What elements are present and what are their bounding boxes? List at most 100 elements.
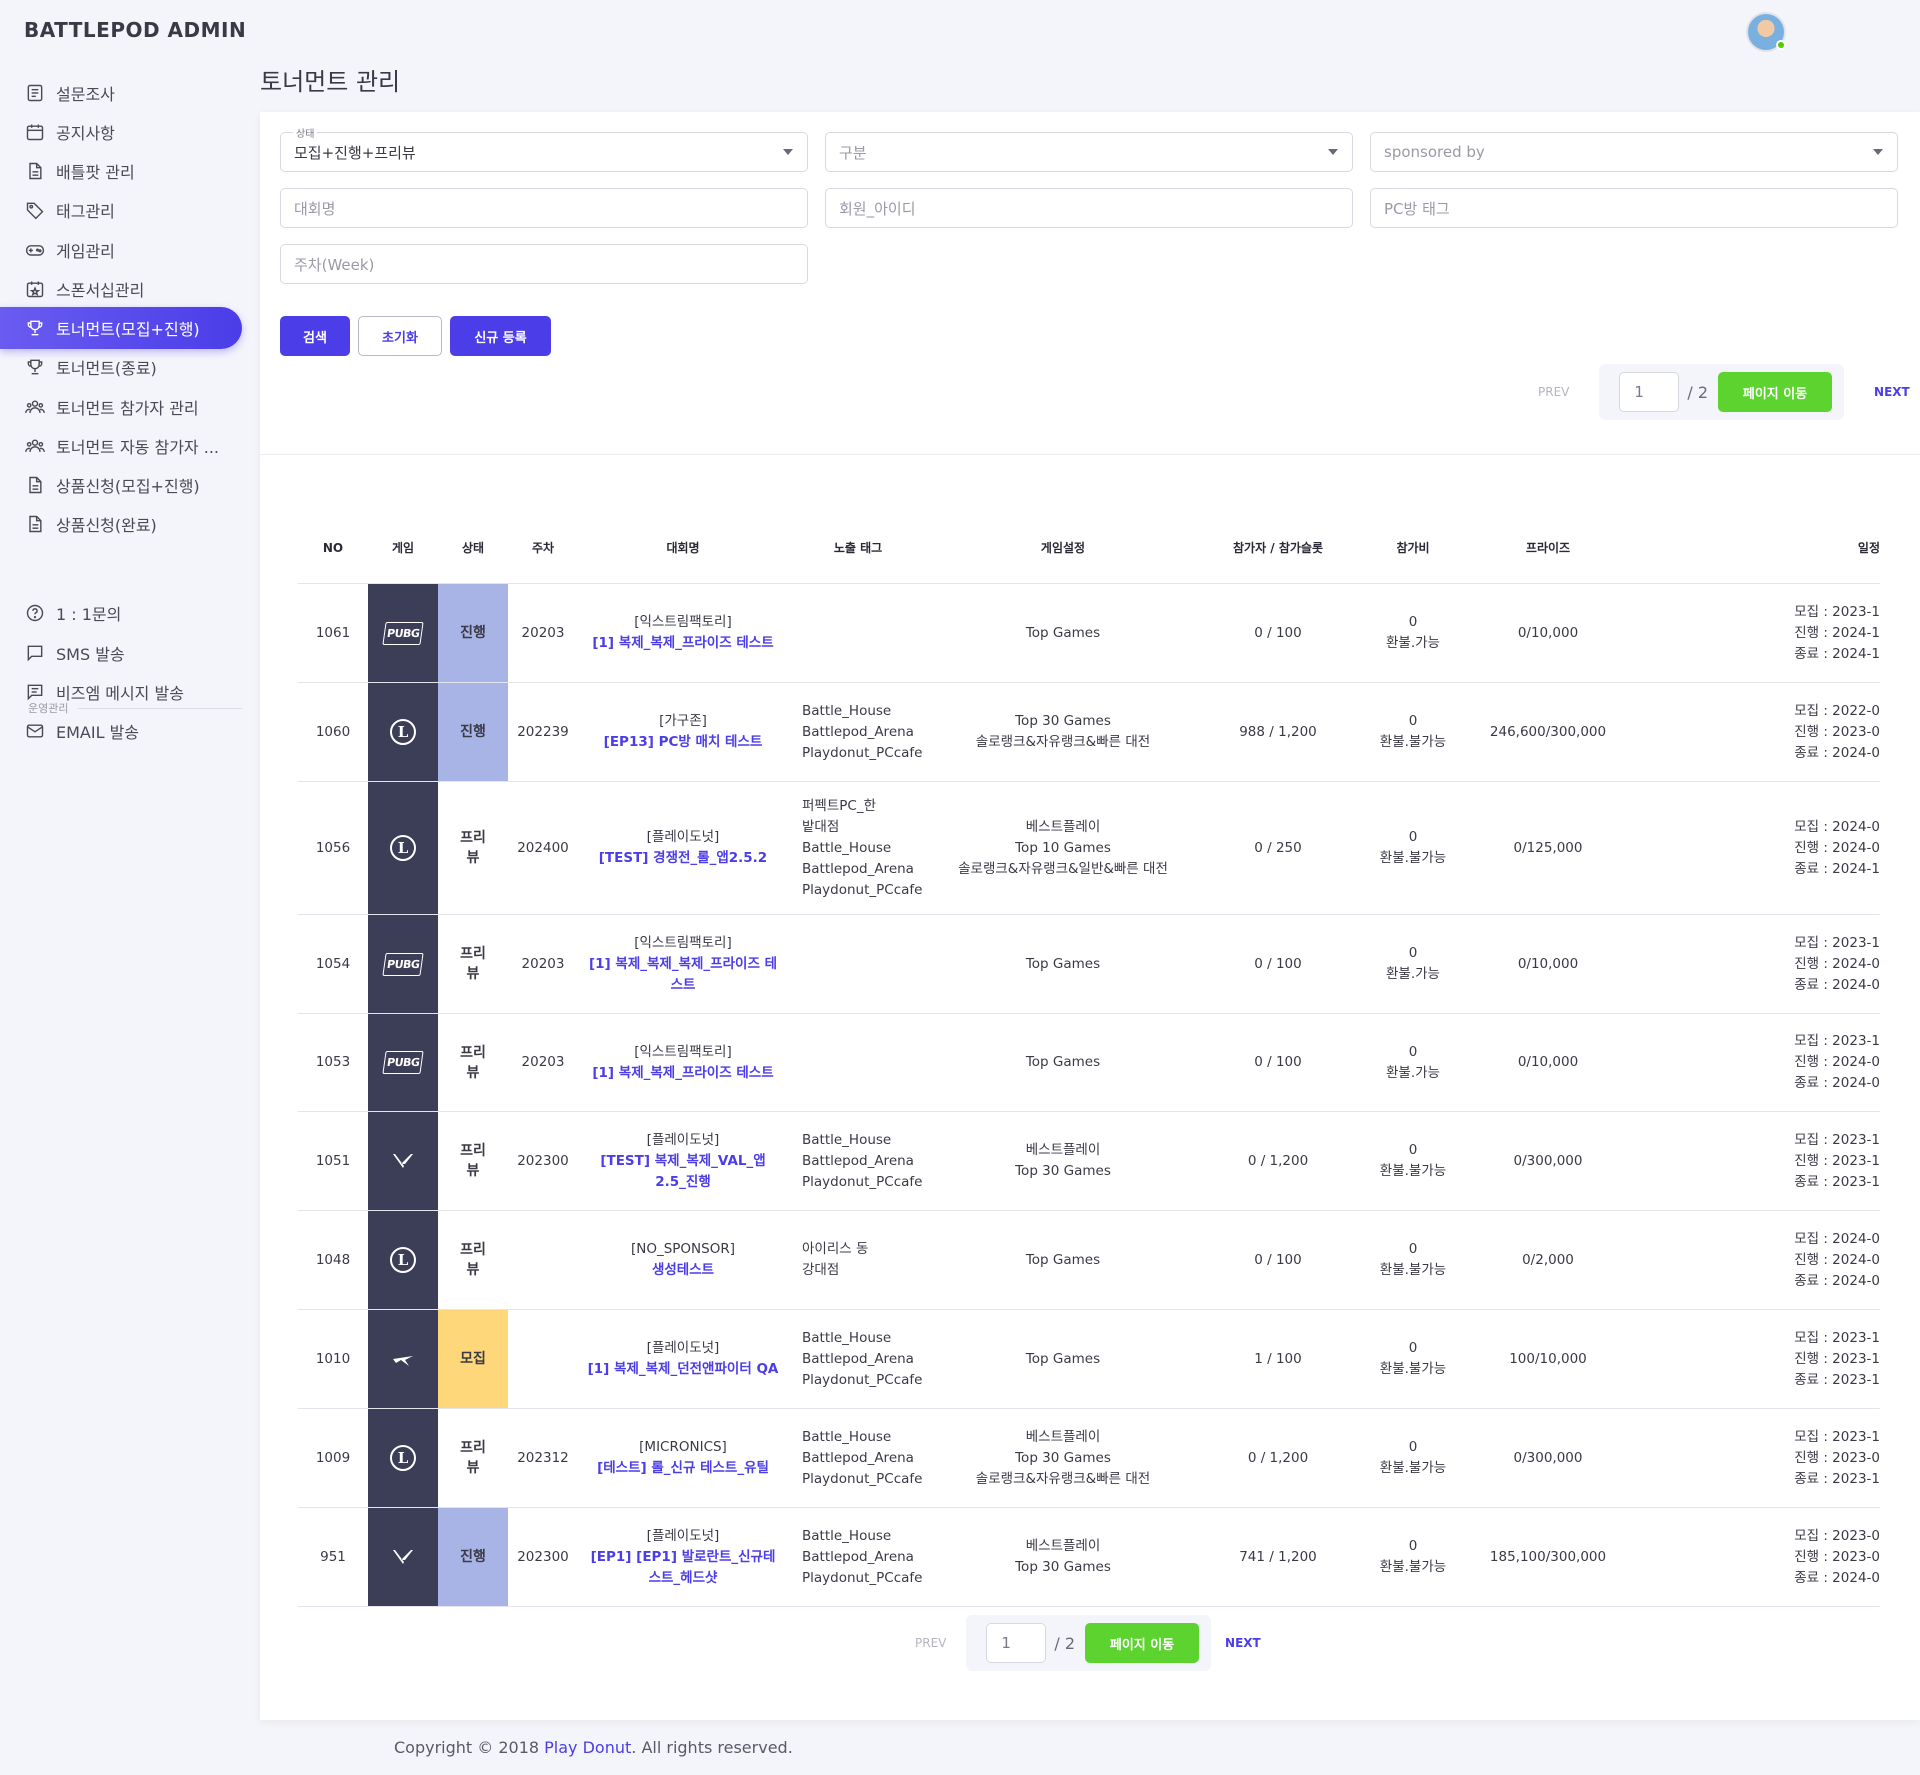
- tournament-title-link[interactable]: [EP1] [EP1] 발로란트_신규테스트_헤드샷: [590, 1548, 776, 1586]
- sidebar-item[interactable]: EMAIL 발송: [0, 710, 242, 752]
- tournament-title-link[interactable]: [1] 복제_복제_프라이즈 테스트: [592, 1064, 774, 1081]
- setting-text: Top 30 Games: [1015, 713, 1111, 729]
- prev-page-link[interactable]: PREV: [915, 1636, 947, 1650]
- tag-text: Playdonut_PCcafe: [802, 1371, 923, 1388]
- column-header: 프라이즈: [1525, 541, 1571, 555]
- table-row[interactable]: 1054 PUBG 프리뷰 20203 [익스트림팩토리] [1] 복제_복제_복제_프라…: [298, 915, 1880, 1014]
- sidebar-item[interactable]: 토너먼트 참가자 관리: [0, 386, 242, 428]
- prev-page-link[interactable]: PREV: [1538, 385, 1570, 399]
- file-icon: [24, 474, 46, 496]
- cell-week: 202239: [508, 683, 578, 781]
- status-text: 프리뷰: [460, 1440, 486, 1476]
- reset-button[interactable]: 초기화: [358, 316, 442, 356]
- sidebar-item[interactable]: 토너먼트(종료): [0, 346, 242, 388]
- tournament-title-link[interactable]: [1] 복제_복제_던전앤파이터 QA: [587, 1361, 779, 1377]
- file-icon: [24, 160, 46, 182]
- cell-title: [가구존] [EP13] PC방 매치 테스트: [578, 683, 788, 781]
- tournament-title-link[interactable]: [테스트] 롤_신규 테스트_유틸: [597, 1460, 769, 1476]
- status-select[interactable]: 상태 모집+진행+프리뷰: [280, 125, 808, 172]
- cell-week: 202400: [508, 782, 578, 914]
- tournament-title-link[interactable]: 생성테스트: [651, 1262, 715, 1278]
- next-page-link[interactable]: NEXT: [1225, 1636, 1261, 1650]
- table-row[interactable]: 1010 모집 [플레이도넛] [1] 복제_복제_던전앤파이터 QA Battle_H…: [298, 1310, 1880, 1409]
- sidebar-item[interactable]: 배틀팟 관리: [0, 150, 242, 192]
- cell-week: 20203: [508, 1014, 578, 1111]
- cell-no: 951: [298, 1508, 368, 1606]
- brand-logo[interactable]: BATTLEPOD ADMIN: [24, 18, 247, 42]
- sidebar-item-label: 게임관리: [56, 242, 115, 261]
- member-id-input[interactable]: 회원_아이디: [825, 188, 1353, 228]
- tournament-title-link[interactable]: [TEST] 복제_복제_VAL_앱2.5_진행: [600, 1152, 766, 1190]
- sidebar-item-label: 스폰서십관리: [56, 281, 145, 300]
- tournament-title-link[interactable]: [EP13] PC방 매치 테스트: [603, 734, 763, 750]
- cell-prize: 246,600/300,000: [1468, 683, 1628, 781]
- slots-text: 0 / 100: [1254, 1251, 1302, 1268]
- cell-prize: 0/300,000: [1468, 1409, 1628, 1507]
- sponsor-select[interactable]: sponsored by: [1370, 132, 1898, 172]
- sidebar-item[interactable]: 상품신청(완료): [0, 503, 242, 545]
- page-number-input[interactable]: 1: [1619, 372, 1680, 412]
- table-row[interactable]: 1056 L 프리뷰 202400 [플레이도넛] [TEST] 경쟁전_롤_앱2.5.2…: [298, 782, 1880, 915]
- question-circle-icon: [24, 602, 46, 624]
- refund-text: 환불.불가능: [1379, 734, 1447, 750]
- tag-text: Playdonut_PCcafe: [802, 1569, 923, 1586]
- table-row[interactable]: 1051 프리뷰 202300 [플레이도넛] [TEST] 복제_복제_VAL_앱2.…: [298, 1112, 1880, 1211]
- setting-text: 베스트플레이: [1025, 1428, 1101, 1445]
- cell-schedule: 모집 : 2023-1 진행 : 2023-0 종료 : 2023-1: [1628, 1409, 1880, 1507]
- sidebar-item[interactable]: 토너먼트(모집+진행): [0, 307, 242, 349]
- sidebar-item[interactable]: 태그관리: [0, 189, 242, 231]
- tag-text: Battle_House: [802, 1131, 892, 1148]
- sidebar-item[interactable]: 스폰서십관리: [0, 268, 242, 310]
- pagination-bottom: PREV 1 / 2 페이지 이동 NEXT: [915, 1615, 1261, 1671]
- tournament-title-link[interactable]: [TEST] 경쟁전_롤_앱2.5.2: [598, 850, 768, 866]
- sidebar-item[interactable]: 비즈엠 메시지 발송: [0, 671, 242, 713]
- status-select-value: 모집+진행+프리뷰: [294, 143, 416, 162]
- sidebar-item[interactable]: 설문조사: [0, 72, 242, 114]
- slots-text: 0 / 250: [1254, 839, 1302, 856]
- tag-text: Battle_House: [802, 1527, 892, 1544]
- sidebar-item[interactable]: 토너먼트 자동 참가자 ...: [0, 425, 242, 467]
- cell-schedule: 모집 : 2024-0 진행 : 2024-0 종료 : 2024-1: [1628, 782, 1880, 914]
- tournament-title-link[interactable]: [1] 복제_복제_복제_프라이즈 테스트: [588, 955, 777, 993]
- refund-text: 환불.불가능: [1379, 1163, 1447, 1179]
- tag-text: Battlepod_Arena: [802, 860, 914, 877]
- cell-prize: 0/10,000: [1468, 1014, 1628, 1111]
- schedule-text: 진행 : 2023-0: [1794, 1548, 1880, 1565]
- schedule-text: 진행 : 2024-1: [1794, 624, 1880, 641]
- cell-status: 모집: [438, 1310, 508, 1408]
- week-input[interactable]: 주차(Week): [280, 244, 808, 284]
- table-row[interactable]: 1053 PUBG 프리뷰 20203 [익스트림팩토리] [1] 복제_복제_프라이즈 …: [298, 1014, 1880, 1112]
- cell-settings: 베스트플레이 Top 10 Games 솔로랭크&자유랭크&일반&빠른 대전: [928, 782, 1198, 914]
- sidebar-item[interactable]: 게임관리: [0, 229, 242, 271]
- footer-link[interactable]: Play Donut: [544, 1738, 632, 1757]
- cell-fee: 0 환불.가능: [1358, 584, 1468, 682]
- pc-tag-input[interactable]: PC방 태그: [1370, 188, 1898, 228]
- sponsor-text: [익스트림팩토리]: [634, 614, 732, 630]
- cell-schedule: 모집 : 2023-1 진행 : 2024-0 종료 : 2024-0: [1628, 1014, 1880, 1111]
- tournament-title-link[interactable]: [1] 복제_복제_프라이즈 테스트: [592, 635, 774, 651]
- avatar[interactable]: [1746, 12, 1786, 52]
- table-row[interactable]: 1009 L 프리뷰 202312 [MICRONICS] [테스트] 롤_신규 테스트_…: [298, 1409, 1880, 1508]
- page-go-button[interactable]: 페이지 이동: [1085, 1623, 1200, 1663]
- table-row[interactable]: 1048 L 프리뷰 [NO_SPONSOR] 생성테스트 아이리스 동 강대점 Top Ga…: [298, 1211, 1880, 1310]
- sponsor-select-placeholder: sponsored by: [1384, 143, 1485, 161]
- sidebar-item[interactable]: 상품신청(모집+진행): [0, 464, 242, 506]
- page-number-input[interactable]: 1: [986, 1623, 1047, 1663]
- refund-text: 환불.불가능: [1379, 850, 1447, 866]
- table-row[interactable]: 1061 PUBG 진행 20203 [익스트림팩토리] [1] 복제_복제_프라이즈 테…: [298, 584, 1880, 683]
- search-button[interactable]: 검색: [280, 316, 350, 356]
- tournament-name-placeholder: 대회명: [294, 199, 336, 218]
- sidebar-item[interactable]: SMS 발송: [0, 632, 242, 674]
- sidebar-item[interactable]: 공지사항: [0, 111, 242, 153]
- page-go-button[interactable]: 페이지 이동: [1718, 372, 1833, 412]
- next-page-link[interactable]: NEXT: [1874, 385, 1910, 399]
- footer-prefix: Copyright © 2018: [394, 1738, 545, 1757]
- table-row[interactable]: 1060 L 진행 202239 [가구존] [EP13] PC방 매치 테스트 Battl…: [298, 683, 1880, 782]
- table-row[interactable]: 951 진행 202300 [플레이도넛] [EP1] [EP1] 발로란트_신규테스트…: [298, 1508, 1880, 1607]
- register-button[interactable]: 신규 등록: [450, 316, 551, 356]
- category-select[interactable]: 구분: [825, 132, 1353, 172]
- tournament-name-input[interactable]: 대회명: [280, 188, 808, 228]
- sidebar-item[interactable]: 1 : 1문의: [0, 592, 242, 634]
- cell-fee: 0 환불.불가능: [1358, 1211, 1468, 1309]
- setting-text: 솔로랭크&자유랭크&빠른 대전: [975, 1470, 1151, 1487]
